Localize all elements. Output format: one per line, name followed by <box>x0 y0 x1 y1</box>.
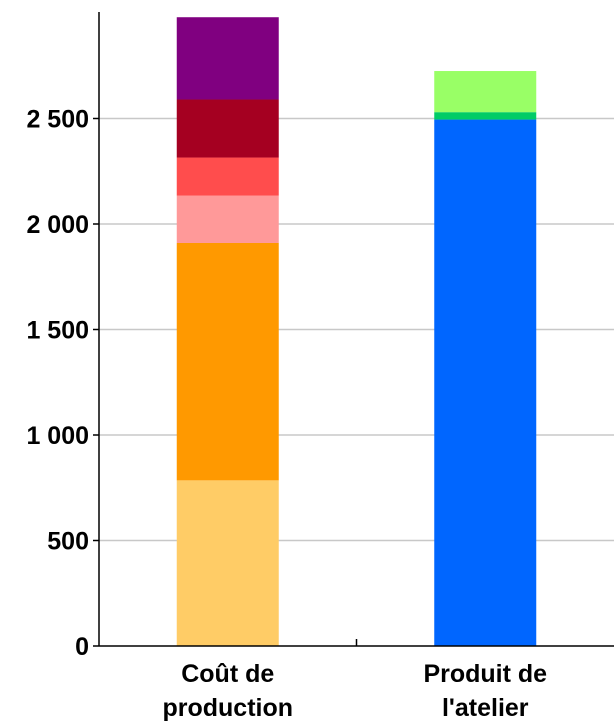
x-category-label: Coût de <box>181 660 274 688</box>
y-tick-label: 500 <box>47 528 89 556</box>
y-tick-label: 1 000 <box>26 422 89 450</box>
y-axis-ticks: 0 500 1 000 1 500 2 000 2 500 <box>26 106 99 661</box>
x-category-label: l'atelier <box>442 694 529 722</box>
y-tick-label: 0 <box>75 633 89 661</box>
y-tick-label: 2 000 <box>26 211 89 239</box>
x-category-label: production <box>162 694 293 722</box>
bar-segment <box>176 17 279 100</box>
bar-segment <box>176 157 279 196</box>
bar-segment <box>176 99 279 158</box>
bar-segment <box>434 112 537 120</box>
bar-segment <box>434 71 537 113</box>
bar-segment <box>176 480 279 646</box>
x-axis-labels: Coût de production Produit de l'atelier <box>162 639 547 722</box>
x-category-label: Produit de <box>423 660 547 688</box>
bar-stacks <box>176 17 537 647</box>
bar-stack <box>434 71 537 647</box>
y-tick-label: 1 500 <box>26 317 89 345</box>
bar-segment <box>176 242 279 481</box>
bar-segment <box>176 195 279 243</box>
bar-segment <box>434 119 537 647</box>
gridlines <box>99 117 614 542</box>
bar-stack <box>176 17 279 646</box>
y-tick-label: 2 500 <box>26 106 89 134</box>
